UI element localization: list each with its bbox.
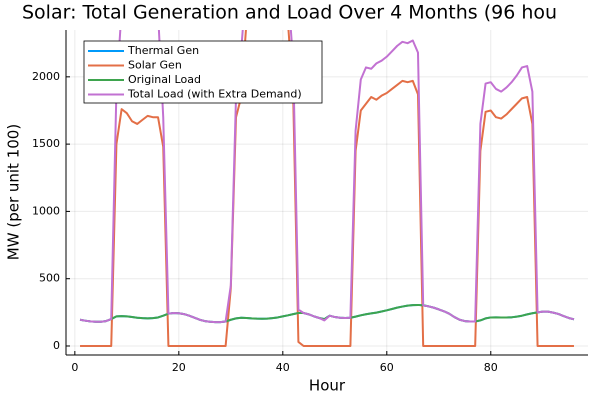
legend-label: Thermal Gen <box>127 44 199 57</box>
legend-label: Original Load <box>128 73 201 86</box>
y-tick-label: 1500 <box>32 137 60 150</box>
x-tick-label: 60 <box>380 361 394 374</box>
x-tick-label: 0 <box>71 361 78 374</box>
x-tick-label: 20 <box>172 361 186 374</box>
y-tick-label: 0 <box>53 339 60 352</box>
x-axis-label: Hour <box>309 377 346 395</box>
series-line <box>80 30 574 347</box>
chart-title: Solar: Total Generation and Load Over 4 … <box>22 2 557 24</box>
series-line <box>79 303 575 324</box>
y-axis-label: MW (per unit 100) <box>5 124 23 260</box>
series-line <box>79 303 575 324</box>
y-tick-label: 500 <box>39 272 60 285</box>
y-tick-label: 2000 <box>32 70 60 83</box>
legend-label: Total Load (with Extra Demand) <box>127 88 302 101</box>
x-tick-label: 40 <box>276 361 290 374</box>
y-tick-label: 1000 <box>32 204 60 217</box>
x-tick-label: 80 <box>484 361 498 374</box>
legend-label: Solar Gen <box>128 59 182 72</box>
